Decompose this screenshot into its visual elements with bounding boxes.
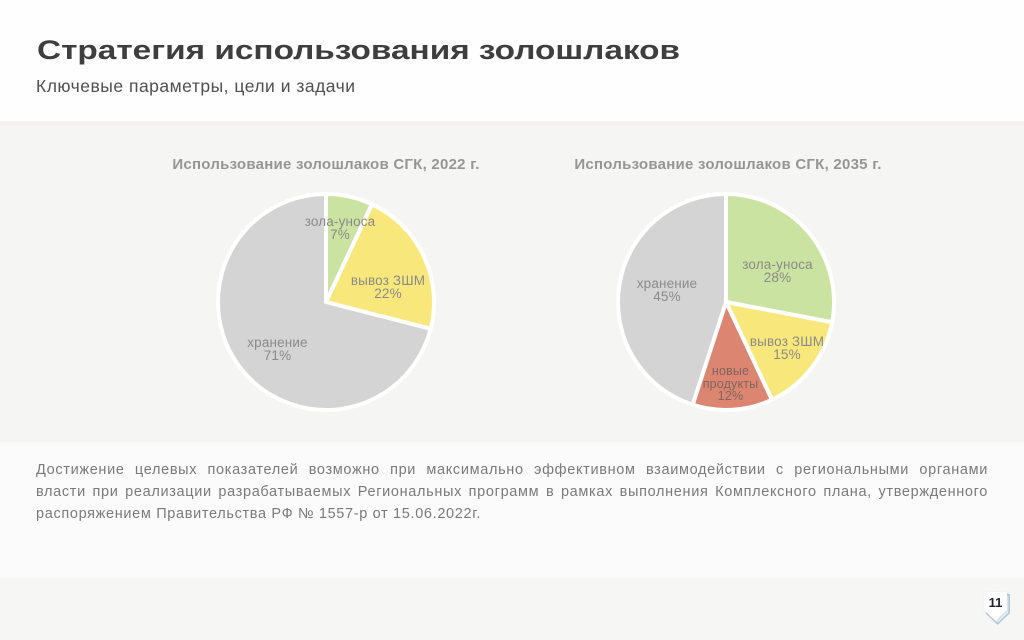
- svg-text:11: 11: [989, 595, 1003, 610]
